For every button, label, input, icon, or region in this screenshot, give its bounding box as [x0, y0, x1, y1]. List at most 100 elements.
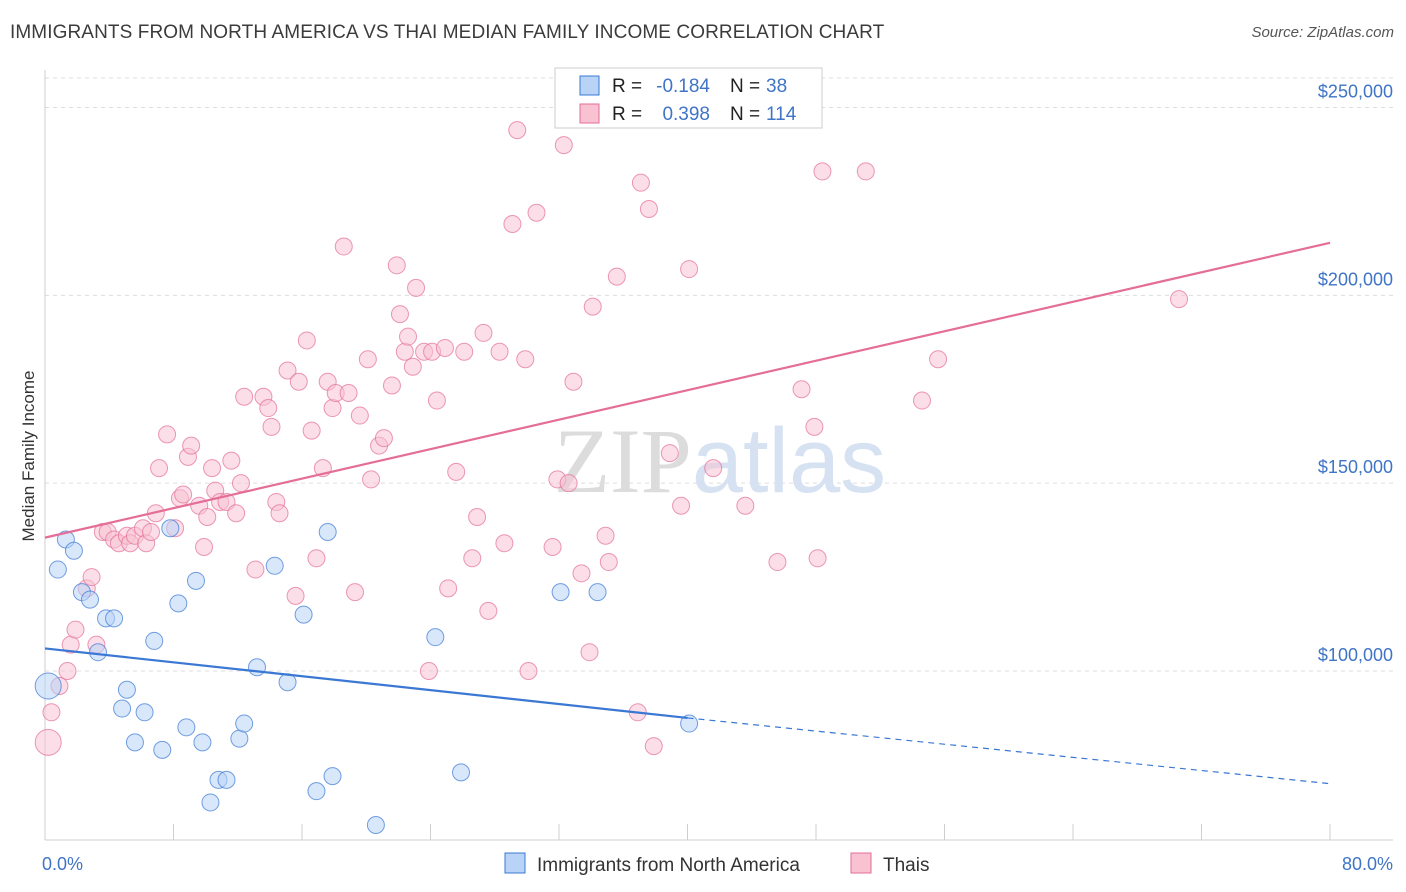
data-point: [203, 459, 222, 478]
data-point: [427, 391, 446, 410]
data-point: [792, 380, 811, 399]
data-point: [474, 323, 493, 342]
data-point: [294, 605, 313, 624]
data-point: [289, 372, 308, 391]
data-point: [248, 658, 267, 677]
data-point: [135, 703, 154, 722]
data-point: [339, 384, 358, 403]
legend-n-value: 114: [766, 104, 797, 125]
data-point: [407, 278, 426, 297]
legend-n-label: N =: [730, 76, 760, 97]
trend-lines: [44, 241, 1331, 785]
data-point: [527, 203, 546, 222]
data-point: [346, 583, 365, 602]
data-point: [660, 444, 679, 463]
data-point: [554, 136, 573, 155]
data-point: [358, 350, 377, 369]
data-point: [334, 237, 353, 256]
data-point: [182, 436, 201, 455]
x-tick-label-right: 80.0%: [1342, 854, 1393, 874]
x-tick-label-left: 0.0%: [42, 854, 83, 874]
data-point: [503, 215, 522, 233]
legend-r-value: 0.398: [662, 104, 710, 125]
data-point: [680, 714, 699, 733]
data-point: [596, 526, 615, 545]
data-point: [105, 609, 124, 628]
data-point: [572, 564, 591, 583]
data-point: [580, 643, 599, 662]
data-point: [468, 507, 487, 526]
data-point: [235, 387, 254, 406]
data-point: [145, 631, 164, 650]
data-point: [516, 350, 535, 369]
data-point: [307, 782, 326, 801]
data-point: [262, 417, 281, 436]
data-point: [390, 305, 409, 324]
data-point: [588, 583, 607, 602]
data-point: [599, 553, 618, 572]
data-point: [48, 560, 67, 579]
data-point: [399, 327, 418, 346]
y-tick-label: $200,000: [1318, 269, 1393, 289]
data-point: [519, 661, 538, 680]
trend-line: [44, 241, 1331, 539]
data-point: [768, 553, 787, 572]
watermark-atlas: atlas: [692, 410, 886, 512]
data-point: [929, 350, 948, 369]
legend-swatch: [579, 103, 600, 124]
data-point: [551, 583, 570, 602]
data-point: [297, 331, 316, 350]
y-tick-label: $100,000: [1318, 645, 1393, 665]
data-point: [235, 714, 254, 733]
data-point: [805, 417, 824, 436]
data-point: [1170, 290, 1189, 309]
data-point: [64, 541, 83, 560]
x-tick-labels: 0.0% 80.0%: [42, 854, 1393, 874]
legend-n-value: 38: [766, 76, 787, 97]
data-point: [169, 594, 188, 613]
data-point: [34, 728, 62, 756]
data-point: [222, 451, 241, 470]
y-tick-label: $250,000: [1318, 82, 1393, 102]
data-point: [186, 571, 205, 590]
data-point: [58, 661, 77, 680]
legend-n-label: N =: [730, 104, 760, 125]
data-point: [564, 372, 583, 391]
data-point: [680, 260, 699, 279]
data-point: [452, 763, 471, 782]
data-point: [177, 718, 196, 737]
data-point: [419, 661, 438, 680]
data-point: [350, 406, 369, 425]
data-point: [286, 586, 305, 605]
data-point: [813, 162, 832, 181]
legend-r-value: -0.184: [656, 76, 710, 97]
data-point: [583, 297, 602, 316]
data-point: [259, 399, 278, 418]
data-point: [426, 628, 445, 647]
data-point: [395, 342, 414, 361]
data-point: [374, 429, 393, 448]
legend-label: Immigrants from North America: [537, 855, 800, 876]
data-point: [387, 256, 406, 275]
data-point: [246, 560, 265, 579]
data-point: [382, 376, 401, 395]
data-point: [201, 793, 220, 812]
legend-r-label: R =: [612, 104, 642, 125]
data-point: [439, 579, 458, 598]
data-point: [158, 425, 177, 444]
watermark: ZIPatlas: [554, 410, 886, 512]
data-point: [193, 733, 212, 752]
data-point: [495, 534, 514, 553]
gridlines: [45, 77, 1395, 672]
data-point: [195, 538, 214, 557]
trend-line-extension: [687, 717, 1331, 785]
data-point: [265, 556, 284, 575]
data-point: [463, 549, 482, 568]
data-point: [174, 485, 193, 504]
data-point: [125, 733, 144, 752]
data-point: [435, 338, 454, 357]
data-point: [302, 421, 321, 440]
data-point: [150, 459, 169, 478]
data-point: [704, 459, 723, 478]
y-tick-label: $150,000: [1318, 457, 1393, 477]
